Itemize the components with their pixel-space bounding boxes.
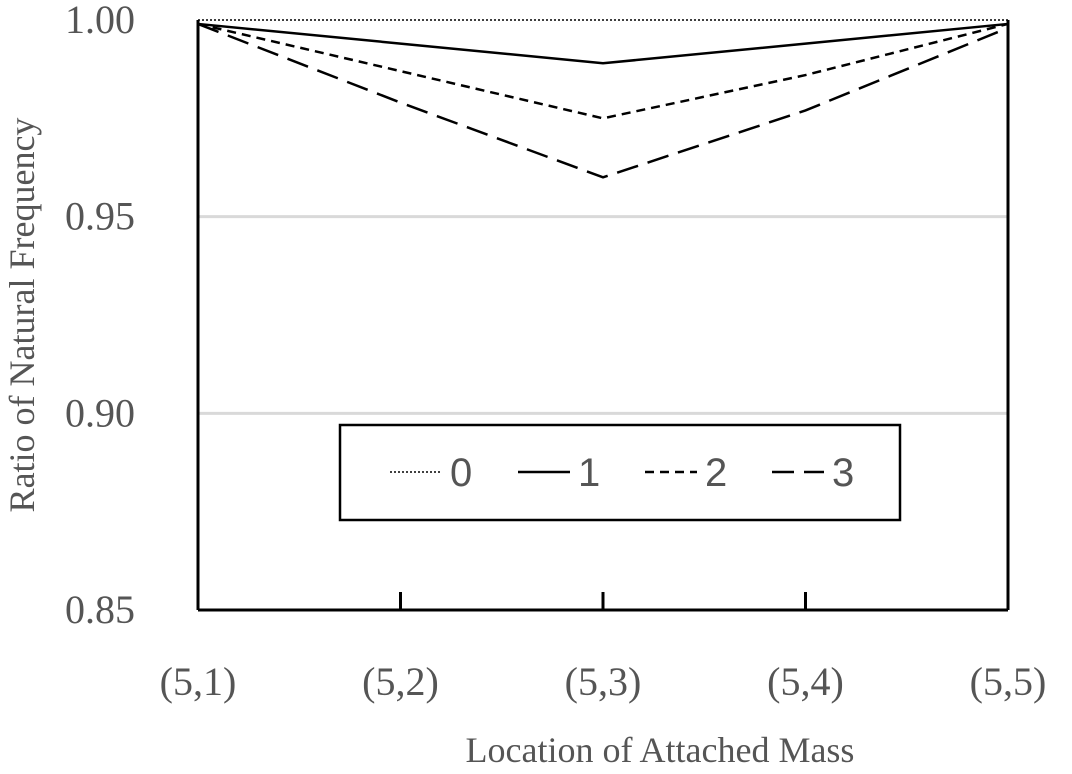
gridlines (198, 215, 1008, 415)
series-lines (197, 19, 1009, 179)
legend-label-3: 3 (832, 451, 854, 495)
y-tick-label: 0.90 (65, 390, 135, 435)
x-tick-label: (5,4) (767, 659, 844, 704)
axes (196, 20, 1010, 612)
x-tick-label: (5,2) (362, 659, 439, 704)
series-line-1 (197, 22, 1009, 65)
legend-label-1: 1 (578, 451, 600, 495)
x-tick-label: (5,1) (160, 659, 237, 704)
y-axis-title: Ratio of Natural Frequency (2, 118, 42, 513)
y-tick-label: 1.00 (65, 0, 135, 42)
y-tick-label: 0.95 (65, 194, 135, 239)
y-tick-labels: 0.85 0.90 0.95 1.00 (65, 0, 135, 632)
x-tick-label: (5,5) (970, 659, 1047, 704)
y-tick-label: 0.85 (65, 587, 135, 632)
legend-label-0: 0 (450, 451, 472, 495)
legend: 0 1 2 3 (338, 423, 902, 522)
series-line-3 (197, 22, 1009, 179)
legend-label-2: 2 (705, 451, 727, 495)
x-tick-label: (5,3) (565, 659, 642, 704)
x-tick-labels: (5,1) (5,2) (5,3) (5,4) (5,5) (160, 659, 1047, 704)
x-axis-title: Location of Attached Mass (466, 730, 855, 770)
series-line-2 (197, 22, 1009, 120)
